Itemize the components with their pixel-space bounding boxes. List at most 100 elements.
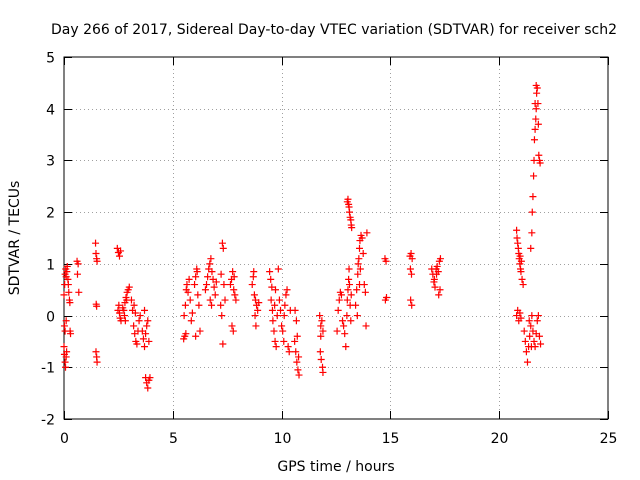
data-point: [66, 299, 74, 307]
data-point: [142, 330, 150, 338]
data-point: [183, 281, 191, 289]
data-point: [252, 322, 260, 330]
chart-title: Day 266 of 2017, Sidereal Day-to-day VTE…: [51, 22, 617, 38]
data-point: [228, 322, 236, 330]
data-point: [532, 115, 540, 123]
axis-ticks: [64, 57, 609, 420]
data-point: [342, 343, 350, 351]
data-point: [354, 270, 362, 278]
data-point: [358, 234, 366, 242]
data-point: [433, 262, 441, 270]
data-point: [208, 268, 216, 276]
data-point: [284, 343, 292, 351]
data-point: [526, 332, 534, 340]
data-point: [318, 317, 326, 325]
data-point: [281, 301, 289, 309]
data-point: [268, 306, 276, 314]
data-point: [280, 337, 288, 345]
data-point: [248, 281, 256, 289]
data-point: [131, 309, 139, 317]
data-point: [285, 348, 293, 356]
data-point: [345, 275, 353, 283]
data-point: [407, 250, 415, 258]
x-axis-label: GPS time / hours: [277, 459, 394, 475]
data-point: [139, 335, 147, 343]
data-point: [63, 262, 71, 270]
data-point: [317, 356, 325, 364]
data-point: [141, 343, 149, 351]
data-point: [62, 363, 70, 371]
data-point: [363, 229, 371, 237]
data-point: [212, 278, 220, 286]
data-point: [527, 343, 535, 351]
data-point: [201, 286, 209, 294]
data-point: [269, 317, 277, 325]
y-tick-label: -1: [41, 361, 55, 377]
data-point: [93, 358, 101, 366]
data-point: [92, 250, 100, 258]
data-point: [250, 291, 258, 299]
data-point: [232, 296, 240, 304]
data-point: [533, 89, 541, 97]
data-point: [184, 288, 192, 296]
data-point: [192, 273, 200, 281]
data-point: [272, 343, 280, 351]
data-point: [218, 312, 226, 320]
data-point: [408, 255, 416, 263]
data-point: [195, 301, 203, 309]
data-point: [532, 81, 540, 89]
data-point: [527, 322, 535, 330]
data-point: [347, 291, 355, 299]
data-point: [220, 281, 228, 289]
data-point: [536, 159, 544, 167]
data-point: [186, 296, 194, 304]
data-point: [136, 312, 144, 320]
y-tick-label: 5: [46, 51, 55, 67]
data-point: [527, 244, 535, 252]
data-point: [291, 337, 299, 345]
y-tick-label: 1: [46, 258, 55, 274]
data-point: [267, 275, 275, 283]
data-point: [62, 317, 70, 325]
data-point: [60, 291, 68, 299]
data-point: [115, 252, 123, 260]
data-point: [516, 309, 524, 317]
data-point: [117, 247, 125, 255]
x-tick-label: 5: [169, 431, 178, 447]
data-point: [254, 306, 262, 314]
data-point: [275, 296, 283, 304]
data-point: [530, 136, 538, 144]
data-point: [292, 348, 300, 356]
data-point: [63, 348, 71, 356]
data-point: [525, 317, 533, 325]
data-point: [354, 260, 362, 268]
data-point: [271, 337, 279, 345]
data-point: [64, 281, 72, 289]
data-point: [206, 296, 214, 304]
data-point: [534, 120, 542, 128]
y-tick-label: 2: [46, 206, 55, 222]
x-tick-label: 20: [491, 431, 509, 447]
data-point: [294, 366, 302, 374]
data-point: [135, 317, 143, 325]
data-point: [343, 296, 351, 304]
data-point: [277, 306, 285, 314]
data-point: [270, 327, 278, 335]
data-point: [356, 244, 364, 252]
grid-lines: [64, 57, 608, 419]
data-point: [278, 322, 286, 330]
data-point: [75, 288, 83, 296]
data-point: [273, 312, 281, 320]
data-point: [182, 330, 190, 338]
data-point: [274, 265, 282, 273]
data-point: [115, 301, 123, 309]
data-point: [217, 301, 225, 309]
data-point: [114, 306, 122, 314]
y-axis-tick-labels: -2 -1 0 1 2 3 4 5: [41, 51, 55, 429]
data-point: [528, 312, 536, 320]
data-point: [513, 226, 521, 234]
data-point: [292, 317, 300, 325]
data-point: [280, 312, 288, 320]
data-point: [67, 330, 75, 338]
data-point: [353, 312, 361, 320]
